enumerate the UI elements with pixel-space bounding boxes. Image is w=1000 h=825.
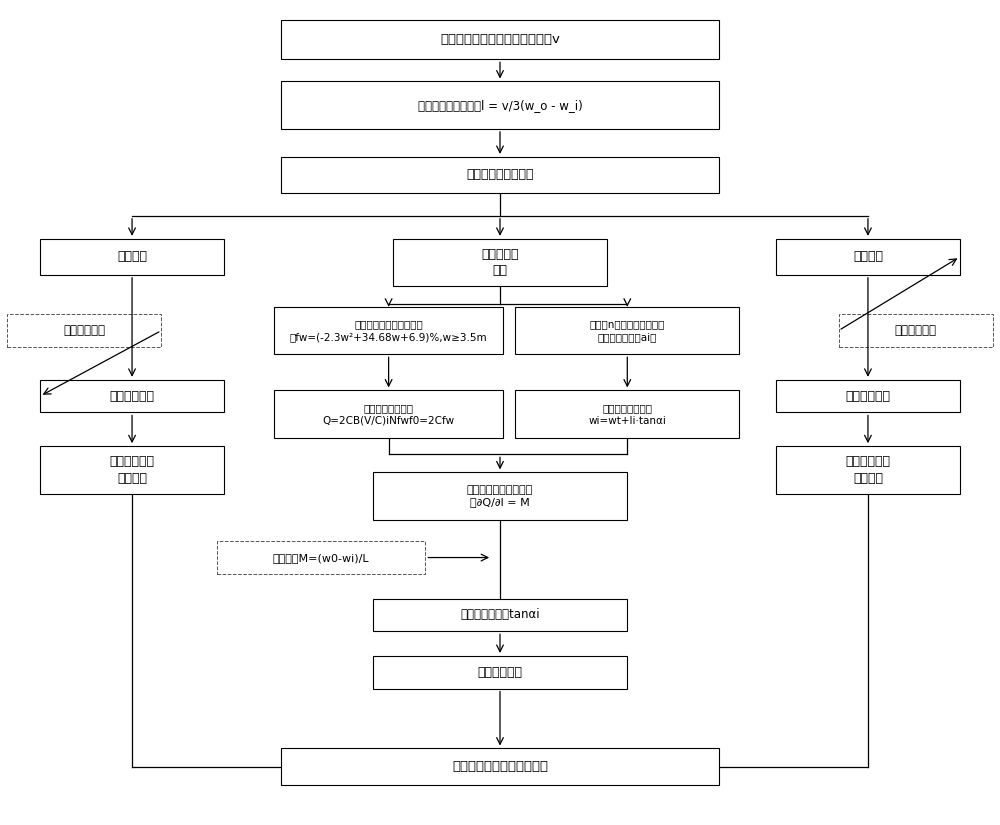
Text: 隧道出入口过渡段最终线形: 隧道出入口过渡段最终线形 [452, 760, 548, 773]
Text: 极限常数M=(w0-wi)/L: 极限常数M=(w0-wi)/L [273, 553, 369, 563]
Text: 寻找通行能力合适修正系
数fw=(-2.3w²+34.68w+6.9)%,w≥3.5m: 寻找通行能力合适修正系 数fw=(-2.3w²+34.68w+6.9)%,w≥3… [290, 319, 487, 342]
Bar [7, 314, 161, 347]
Bar [373, 656, 627, 689]
Text: 通行能力变化率计算模
型∂Q/∂l = M: 通行能力变化率计算模 型∂Q/∂l = M [467, 484, 533, 507]
Text: 前段圆弧: 前段圆弧 [117, 250, 147, 263]
Text: 测量隧道出入口过渡段行车速度v: 测量隧道出入口过渡段行车速度v [440, 33, 560, 46]
Bar [40, 380, 224, 412]
Bar [839, 314, 993, 347]
Text: 隧道宽度计算模型
wi=wt+li·tanαi: 隧道宽度计算模型 wi=wt+li·tanαi [588, 403, 666, 426]
Bar [373, 598, 627, 631]
Bar [776, 380, 960, 412]
Bar [515, 390, 739, 438]
Bar [281, 20, 719, 59]
Bar [515, 307, 739, 354]
Bar [393, 238, 607, 286]
Bar [281, 748, 719, 785]
Bar [281, 82, 719, 129]
Text: 数学几何方法: 数学几何方法 [895, 324, 937, 337]
Bar [40, 446, 224, 493]
Text: 寻找圆心坐标: 寻找圆心坐标 [110, 389, 155, 403]
Bar [274, 307, 503, 354]
Text: 隧道渐变段理论长度l = v/3(w_o - w_i): 隧道渐变段理论长度l = v/3(w_o - w_i) [418, 99, 582, 111]
Text: 后段圆弧: 后段圆弧 [853, 250, 883, 263]
Text: 构建车道宽度
计算模型: 构建车道宽度 计算模型 [110, 455, 155, 484]
Text: 构建车道宽度
计算模型: 构建车道宽度 计算模型 [845, 455, 890, 484]
Text: 划分隧道渐变段长度: 划分隧道渐变段长度 [466, 168, 534, 182]
Bar [281, 157, 719, 193]
Bar [373, 473, 627, 520]
Bar [217, 541, 425, 574]
Text: 中间主要渐
变段: 中间主要渐 变段 [481, 248, 519, 277]
Bar [776, 238, 960, 275]
Text: 通行能力计算模型
Q=2CB(V/C)iNfwf0=2Cfw: 通行能力计算模型 Q=2CB(V/C)iNfwf0=2Cfw [323, 403, 455, 426]
Text: 寻找圆心坐标: 寻找圆心坐标 [845, 389, 890, 403]
Text: 各区域边角关系tanαi: 各区域边角关系tanαi [460, 608, 540, 621]
Text: 划分为n个区域（各区域端
点至起点角度为ai）: 划分为n个区域（各区域端 点至起点角度为ai） [590, 319, 665, 342]
Text: 数学几何方法: 数学几何方法 [63, 324, 105, 337]
Bar [40, 238, 224, 275]
Text: 隧道宽度模型: 隧道宽度模型 [478, 666, 522, 679]
Bar [776, 446, 960, 493]
Bar [274, 390, 503, 438]
